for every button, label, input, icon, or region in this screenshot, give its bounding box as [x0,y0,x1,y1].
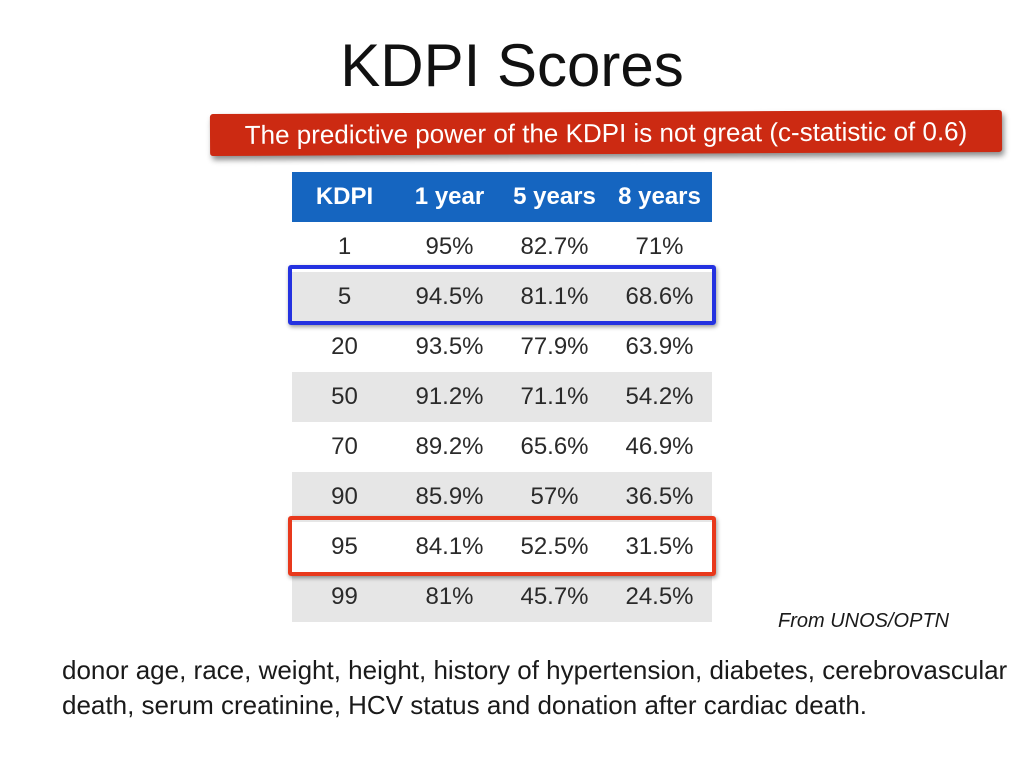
cell-8-years: 68.6% [607,272,712,322]
column-header-8-years: 8 years [607,172,712,222]
cell-1-year: 81% [397,572,502,622]
cell-8-years: 63.9% [607,322,712,372]
table-row: 20 93.5% 77.9% 63.9% [292,322,712,372]
cell-5-years: 82.7% [502,222,607,272]
table-row: 95 84.1% 52.5% 31.5% [292,522,712,572]
slide-title: KDPI Scores [340,32,684,99]
cell-5-years: 45.7% [502,572,607,622]
cell-1-year: 93.5% [397,322,502,372]
table-row: 1 95% 82.7% 71% [292,222,712,272]
cell-8-years: 31.5% [607,522,712,572]
cell-8-years: 71% [607,222,712,272]
table-row: 90 85.9% 57% 36.5% [292,472,712,522]
table-row: 70 89.2% 65.6% 46.9% [292,422,712,472]
cell-1-year: 95% [397,222,502,272]
callout-text: The predictive power of the KDPI is not … [244,115,968,150]
cell-5-years: 52.5% [502,522,607,572]
cell-5-years: 81.1% [502,272,607,322]
table-row: 5 94.5% 81.1% 68.6% [292,272,712,322]
cell-8-years: 46.9% [607,422,712,472]
cell-kdpi: 99 [292,572,397,622]
cell-kdpi: 70 [292,422,397,472]
column-header-5-years: 5 years [502,172,607,222]
callout-banner: The predictive power of the KDPI is not … [209,109,1003,157]
cell-5-years: 71.1% [502,372,607,422]
cell-1-year: 91.2% [397,372,502,422]
cell-kdpi: 95 [292,522,397,572]
cell-8-years: 54.2% [607,372,712,422]
cell-kdpi: 20 [292,322,397,372]
blue-highlight-box [288,265,716,325]
cell-1-year: 94.5% [397,272,502,322]
factors-text: donor age, race, weight, height, history… [62,655,1008,720]
cell-8-years: 24.5% [607,572,712,622]
kdpi-table: KDPI 1 year 5 years 8 years 1 95% 82.7% … [292,172,712,622]
cell-5-years: 65.6% [502,422,607,472]
cell-5-years: 57% [502,472,607,522]
cell-1-year: 89.2% [397,422,502,472]
source-citation: From UNOS/OPTN [778,610,950,632]
cell-kdpi: 5 [292,272,397,322]
cell-5-years: 77.9% [502,322,607,372]
cell-8-years: 36.5% [607,472,712,522]
table-header-row: KDPI 1 year 5 years 8 years [292,172,712,222]
red-highlight-box [288,516,716,576]
table-row: 50 91.2% 71.1% 54.2% [292,372,712,422]
cell-kdpi: 50 [292,372,397,422]
cell-1-year: 85.9% [397,472,502,522]
cell-kdpi: 1 [292,222,397,272]
column-header-kdpi: KDPI [292,172,397,222]
table-row: 99 81% 45.7% 24.5% [292,572,712,622]
column-header-1-year: 1 year [397,172,502,222]
cell-kdpi: 90 [292,472,397,522]
cell-1-year: 84.1% [397,522,502,572]
